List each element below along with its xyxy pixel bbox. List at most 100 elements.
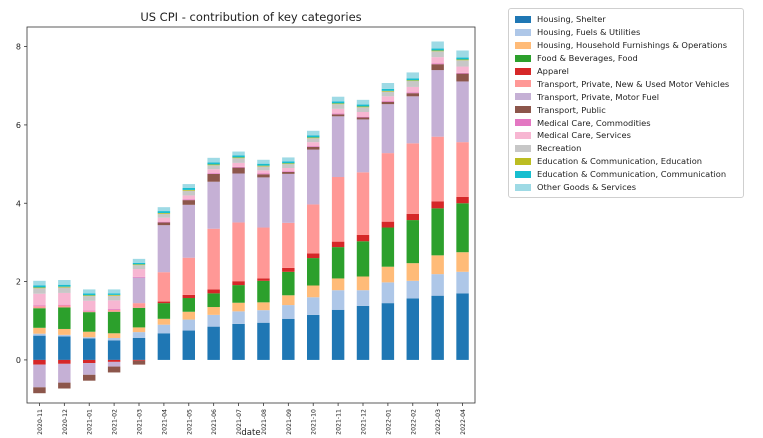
x-tick-label: 2021-08	[261, 409, 268, 435]
legend: Housing, Shelter Housing, Fuels & Utiliti…	[508, 8, 744, 198]
bar-segment	[331, 116, 345, 178]
bar-segment	[107, 300, 121, 309]
bar-segment	[207, 289, 220, 294]
legend-swatch	[515, 183, 531, 191]
bar-segment	[331, 247, 345, 279]
bar-segment	[431, 136, 444, 202]
bar-segment	[207, 307, 220, 315]
bar-segment	[456, 203, 469, 253]
bar-segment	[107, 309, 121, 312]
legend-swatch	[515, 144, 531, 152]
bar-segment	[157, 272, 171, 302]
bar-segment	[381, 227, 395, 267]
bar-segment	[381, 88, 395, 91]
bar-segment	[257, 227, 270, 279]
legend-item: Medical Care, Commodities	[515, 116, 737, 129]
bar-segment	[381, 83, 395, 89]
legend-swatch	[515, 41, 531, 49]
bar-segment	[157, 225, 171, 273]
bar-segment	[132, 269, 146, 277]
x-tick-label: 2021-07	[236, 409, 243, 435]
bar-segment	[232, 173, 245, 223]
bar-segment	[207, 228, 220, 290]
bar-segment	[282, 161, 295, 164]
bar-segment	[456, 142, 469, 197]
bar-segment	[132, 258, 146, 263]
legend-item: Medical Care, Services	[515, 129, 737, 142]
bar-segment	[356, 106, 370, 108]
bar-segment	[33, 293, 46, 306]
bar-segment	[83, 331, 96, 338]
legend-swatch	[515, 170, 531, 178]
x-tick-label: 2021-02	[112, 409, 119, 435]
bar-segment	[157, 221, 171, 223]
bar-segment	[83, 296, 96, 301]
bar-segment	[207, 326, 220, 360]
bar-segment	[58, 363, 71, 383]
bar-segment	[83, 312, 96, 332]
bar-segment	[456, 57, 469, 60]
bar-segment	[307, 146, 320, 147]
bar-segment	[406, 92, 419, 94]
bar-segment	[182, 184, 195, 188]
legend-item: Transport, Private, Motor Fuel	[515, 90, 737, 103]
bar-segment	[282, 305, 295, 319]
bar-segment	[431, 64, 444, 71]
bar-segment	[58, 328, 71, 335]
bar-segment	[83, 363, 96, 375]
bar-segment	[307, 297, 320, 315]
bar-segment	[381, 104, 395, 154]
bar-segment	[107, 289, 121, 294]
bar-segment	[381, 96, 395, 102]
x-tick-label: 2021-01	[87, 409, 94, 435]
bar-segment	[107, 293, 121, 295]
x-tick-label: 2022-04	[460, 409, 467, 435]
bar-segment	[83, 293, 96, 296]
legend-item: Housing, Household Furnishings & Operati…	[515, 39, 737, 52]
legend-label: Food & Beverages, Food	[537, 53, 638, 64]
bar-segment	[33, 280, 46, 286]
x-axis-label: date	[241, 428, 260, 438]
bar-segment	[132, 327, 146, 333]
bar-segment	[282, 164, 295, 168]
bar-segment	[331, 241, 345, 248]
bar-segment	[58, 382, 71, 389]
bar-segment	[33, 305, 46, 307]
legend-swatch	[515, 119, 531, 127]
bar-segment	[406, 143, 419, 214]
y-tick-label: 0	[16, 356, 21, 365]
bar-segment	[257, 173, 270, 175]
x-tick-label: 2022-01	[385, 409, 392, 435]
legend-swatch	[515, 106, 531, 114]
y-tick-label: 4	[16, 199, 21, 208]
bar-segment	[157, 222, 171, 226]
legend-label: Other Goods & Services	[537, 182, 637, 193]
bar-segment	[132, 303, 146, 308]
bar-segment	[207, 293, 220, 308]
bar-segment	[207, 169, 220, 174]
bar-segment	[331, 96, 345, 102]
bar-segment	[331, 114, 345, 117]
legend-label: Housing, Shelter	[537, 14, 606, 25]
bar-segment	[282, 295, 295, 306]
bar-segment	[381, 266, 395, 283]
legend-swatch	[515, 80, 531, 88]
bar-segment	[132, 337, 146, 360]
bar-segment	[307, 258, 320, 286]
bar-segment	[257, 302, 270, 311]
x-tick-label: 2021-05	[186, 409, 193, 435]
bar-segment	[307, 137, 320, 139]
bar-segment	[157, 213, 171, 214]
bar-segment	[356, 119, 370, 173]
bar-segment	[406, 80, 419, 82]
bar-segment	[33, 364, 46, 388]
legend-swatch	[515, 28, 531, 36]
legend-swatch	[515, 157, 531, 165]
legend-item: Housing, Fuels & Utilities	[515, 26, 737, 39]
bar-segment	[83, 338, 96, 360]
legend-label: Housing, Household Furnishings & Operati…	[537, 40, 728, 51]
bar-segment	[33, 387, 46, 394]
bar-segment	[431, 48, 444, 51]
bar-segment	[157, 213, 171, 218]
